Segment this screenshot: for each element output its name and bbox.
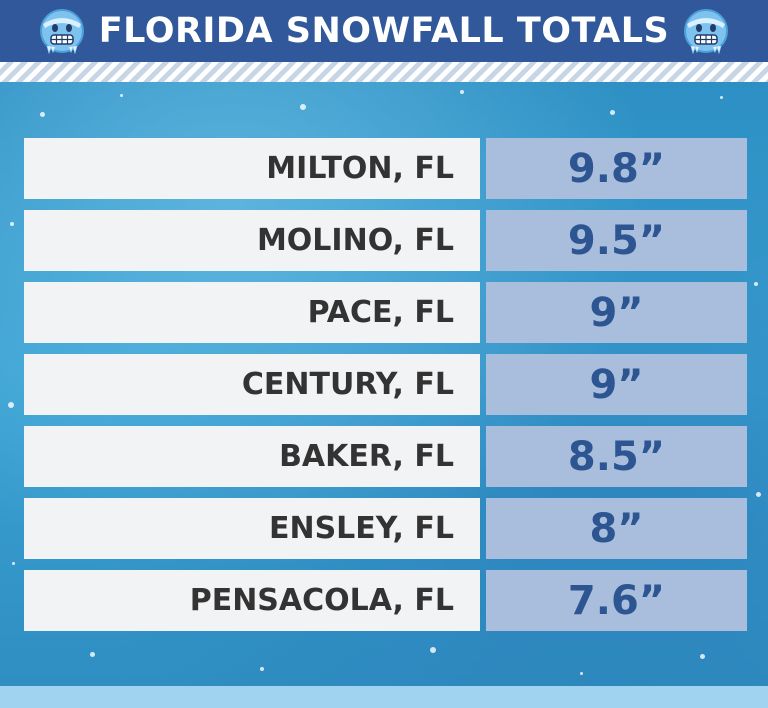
- city-name: BAKER, FL: [24, 426, 480, 487]
- footer-band: [0, 686, 768, 708]
- city-name: MOLINO, FL: [24, 210, 480, 271]
- page-title: FLORIDA SNOWFALL TOTALS: [98, 11, 670, 51]
- table-row: MILTON, FL 9.8”: [24, 138, 747, 199]
- snowfall-total: 8”: [486, 498, 747, 559]
- cold-face-emoji-icon: [683, 8, 729, 55]
- city-name: ENSLEY, FL: [24, 498, 480, 559]
- table-row: ENSLEY, FL 8”: [24, 498, 747, 559]
- snowfall-total: 9”: [486, 354, 747, 415]
- table-row: CENTURY, FL 9”: [24, 354, 747, 415]
- snowfall-total: 9.5”: [486, 210, 747, 271]
- snowfall-total: 7.6”: [486, 570, 747, 631]
- table-row: PENSACOLA, FL 7.6”: [24, 570, 747, 631]
- table-row: MOLINO, FL 9.5”: [24, 210, 747, 271]
- snowfall-total: 9.8”: [486, 138, 747, 199]
- cold-face-emoji-icon: [39, 8, 85, 55]
- diagonal-stripe-divider: [0, 62, 768, 82]
- snowfall-total: 9”: [486, 282, 747, 343]
- city-name: PACE, FL: [24, 282, 480, 343]
- table-row: BAKER, FL 8.5”: [24, 426, 747, 487]
- table-row: PACE, FL 9”: [24, 282, 747, 343]
- header-bar: FLORIDA SNOWFALL TOTALS: [0, 0, 768, 62]
- city-name: MILTON, FL: [24, 138, 480, 199]
- snowfall-total: 8.5”: [486, 426, 747, 487]
- city-name: PENSACOLA, FL: [24, 570, 480, 631]
- city-name: CENTURY, FL: [24, 354, 480, 415]
